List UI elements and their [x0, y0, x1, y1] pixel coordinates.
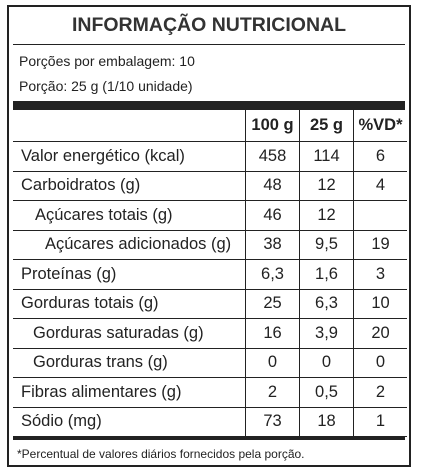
- nutrient-name: Gorduras trans (g): [13, 348, 246, 378]
- nutrient-name: Sódio (mg): [13, 407, 246, 437]
- nutrient-value: 10: [353, 289, 407, 319]
- nutrition-label: INFORMAÇÃO NUTRICIONAL Porções por embal…: [7, 5, 411, 467]
- nutrient-row: Gorduras trans (g) 0 0 0: [13, 348, 407, 378]
- nutrient-value: 18: [299, 407, 354, 437]
- nutrient-value: 12: [299, 171, 354, 201]
- nutrient-name: Valor energético (kcal): [13, 141, 246, 172]
- nutrient-name: Gorduras saturadas (g): [13, 318, 246, 349]
- nutrient-value: 6,3: [245, 259, 300, 290]
- nutrient-value: 1,6: [299, 259, 354, 290]
- nutrient-row: Gorduras saturadas (g) 16 3,9 20: [13, 318, 407, 349]
- nutrient-value: 4: [353, 171, 407, 201]
- header-row: 100 g 25 g %VD*: [13, 110, 407, 142]
- nutrient-value: 3,9: [299, 318, 354, 349]
- nutrient-value: 114: [299, 141, 354, 172]
- nutrient-value: 0: [353, 348, 407, 378]
- nutrient-value: [353, 200, 407, 231]
- nutrient-value: 6,3: [299, 289, 354, 319]
- nutrient-value: 3: [353, 259, 407, 290]
- nutrient-row: Fibras alimentares (g) 2 0,5 2: [13, 377, 407, 408]
- nutrient-value: 16: [245, 318, 300, 349]
- nutrient-name: Açúcares adicionados (g): [13, 230, 246, 260]
- nutrient-row: Gorduras totais (g) 25 6,3 10: [13, 289, 407, 319]
- nutrient-row: Sódio (mg) 73 18 1: [13, 407, 407, 437]
- nutrient-value: 48: [245, 171, 300, 201]
- nutrient-row: Açúcares totais (g) 46 12: [13, 200, 407, 231]
- serving-size: Porção: 25 g (1/10 unidade): [19, 78, 193, 94]
- nutrient-row: Valor energético (kcal) 458 114 6: [13, 141, 407, 172]
- column-header: %VD*: [353, 110, 407, 142]
- column-header: 25 g: [299, 110, 354, 142]
- nutrient-value: 20: [353, 318, 407, 349]
- nutrient-name: Proteínas (g): [13, 259, 246, 290]
- nutrient-value: 1: [353, 407, 407, 437]
- header-cell: [13, 110, 246, 142]
- nutrient-value: 0: [299, 348, 354, 378]
- nutrient-row: Proteínas (g) 6,3 1,6 3: [13, 259, 407, 290]
- nutrient-value: 2: [245, 377, 300, 408]
- title: INFORMAÇÃO NUTRICIONAL: [13, 7, 405, 45]
- nutrient-value: 0: [245, 348, 300, 378]
- nutrient-value: 6: [353, 141, 407, 172]
- servings: Porções por embalagem: 10: [19, 53, 195, 69]
- nutrient-value: 9,5: [299, 230, 354, 260]
- nutrient-value: 2: [353, 377, 407, 408]
- nutrient-name: Gorduras totais (g): [13, 289, 246, 319]
- nutrient-value: 73: [245, 407, 300, 437]
- nutrient-value: 12: [299, 200, 354, 231]
- nutrient-name: Açúcares totais (g): [13, 200, 246, 231]
- nutrient-value: 25: [245, 289, 300, 319]
- column-header: 100 g: [245, 110, 300, 142]
- nutrient-value: 458: [245, 141, 300, 172]
- nutrient-row: Carboidratos (g) 48 12 4: [13, 171, 407, 201]
- nutrient-name: Fibras alimentares (g): [13, 377, 246, 408]
- nutrient-value: 46: [245, 200, 300, 231]
- nutrient-value: 19: [353, 230, 407, 260]
- nutrient-row: Açúcares adicionados (g) 38 9,5 19: [13, 230, 407, 260]
- nutrient-value: 0,5: [299, 377, 354, 408]
- nutrient-value: 38: [245, 230, 300, 260]
- nutrient-name: Carboidratos (g): [13, 171, 246, 201]
- divider: [13, 101, 405, 110]
- footnote: *Percentual de valores diários fornecido…: [17, 447, 305, 461]
- nutrition-table: 100 g 25 g %VD* Valor energético (kcal) 458 1…: [13, 110, 407, 437]
- divider: [13, 437, 405, 440]
